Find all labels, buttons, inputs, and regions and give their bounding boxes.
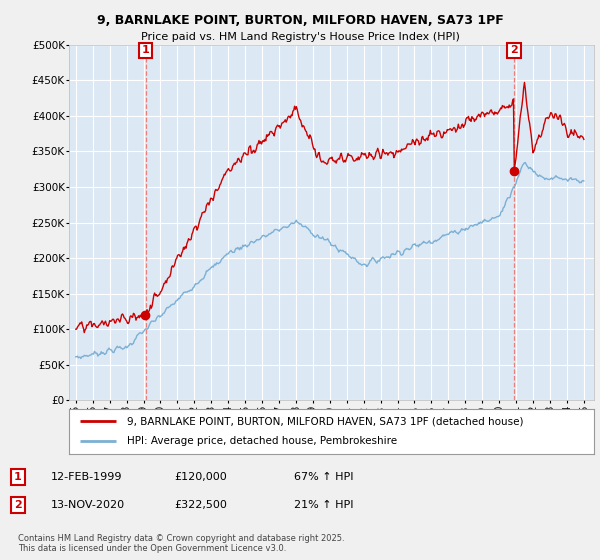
Text: Price paid vs. HM Land Registry's House Price Index (HPI): Price paid vs. HM Land Registry's House …	[140, 32, 460, 43]
Text: 9, BARNLAKE POINT, BURTON, MILFORD HAVEN, SA73 1PF: 9, BARNLAKE POINT, BURTON, MILFORD HAVEN…	[97, 14, 503, 27]
Text: HPI: Average price, detached house, Pembrokeshire: HPI: Average price, detached house, Pemb…	[127, 436, 397, 446]
Text: 1: 1	[14, 472, 22, 482]
Text: 2: 2	[510, 45, 518, 55]
Text: 1: 1	[142, 45, 149, 55]
Text: £322,500: £322,500	[174, 500, 227, 510]
Text: 21% ↑ HPI: 21% ↑ HPI	[294, 500, 353, 510]
Text: 67% ↑ HPI: 67% ↑ HPI	[294, 472, 353, 482]
Text: 9, BARNLAKE POINT, BURTON, MILFORD HAVEN, SA73 1PF (detached house): 9, BARNLAKE POINT, BURTON, MILFORD HAVEN…	[127, 416, 523, 426]
Text: £120,000: £120,000	[174, 472, 227, 482]
Text: Contains HM Land Registry data © Crown copyright and database right 2025.
This d: Contains HM Land Registry data © Crown c…	[18, 534, 344, 553]
Text: 12-FEB-1999: 12-FEB-1999	[51, 472, 122, 482]
Text: 13-NOV-2020: 13-NOV-2020	[51, 500, 125, 510]
Text: 2: 2	[14, 500, 22, 510]
